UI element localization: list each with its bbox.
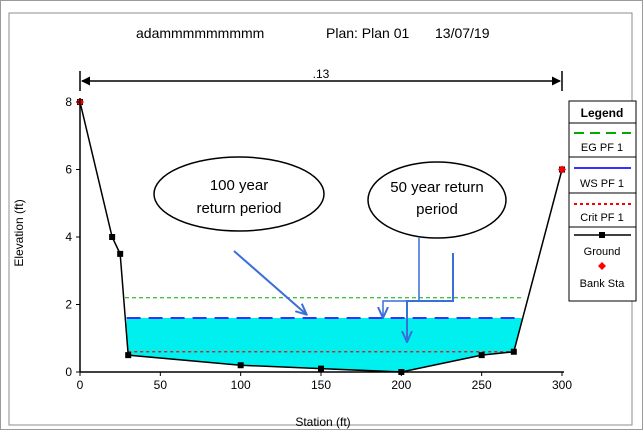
legend-eg-label: EG PF 1 bbox=[581, 142, 623, 154]
legend-title: Legend bbox=[581, 106, 624, 120]
annotation-50yr-arrow-b bbox=[407, 253, 454, 341]
annotation-100yr: 100 year return period bbox=[153, 156, 325, 232]
ground-point bbox=[478, 352, 485, 359]
ground-point bbox=[318, 365, 324, 372]
annotation-100yr-line2: return period bbox=[196, 200, 281, 217]
x-tick-label: 250 bbox=[472, 378, 492, 392]
legend-bank-marker bbox=[598, 262, 606, 270]
ground-line bbox=[79, 101, 563, 373]
y-tick-label: 8 bbox=[65, 95, 72, 109]
plan-title: Plan: Plan 01 bbox=[326, 25, 409, 41]
annotation-50yr: 50 year return period bbox=[367, 161, 507, 239]
legend-ground-marker bbox=[599, 232, 605, 238]
y-tick-label: 4 bbox=[65, 230, 72, 244]
water-surface-fill bbox=[126, 318, 522, 372]
project-title: adammmmmmmmm bbox=[136, 25, 264, 41]
y-axis-label: Elevation (ft) bbox=[12, 199, 26, 266]
ground-point bbox=[237, 362, 244, 369]
ground-point bbox=[109, 234, 116, 240]
x-tick-label: 150 bbox=[311, 378, 331, 392]
annotation-100yr-line1: 100 year bbox=[210, 177, 268, 194]
legend: Legend EG PF 1 WS PF 1 Crit PF 1 Ground … bbox=[568, 100, 637, 302]
annotation-50yr-arrow-a bbox=[383, 238, 420, 317]
annotation-100yr-arrow bbox=[233, 250, 306, 314]
annotation-50yr-line1: 50 year return bbox=[390, 179, 483, 196]
y-tick-label: 0 bbox=[65, 365, 72, 379]
legend-ground-label: Ground bbox=[584, 246, 621, 258]
bank-station-point bbox=[558, 165, 566, 174]
plan-date: 13/07/19 bbox=[435, 25, 490, 41]
x-tick-label: 200 bbox=[391, 378, 411, 392]
annotation-50yr-line2: period bbox=[416, 201, 458, 218]
x-tick-label: 0 bbox=[77, 378, 84, 392]
y-tick-label: 2 bbox=[65, 298, 72, 312]
legend-ws-label: WS PF 1 bbox=[580, 178, 624, 190]
x-tick-label: 100 bbox=[231, 378, 251, 392]
ground-point bbox=[117, 250, 124, 257]
legend-crit-label: Crit PF 1 bbox=[580, 212, 623, 224]
ground-point bbox=[125, 352, 132, 359]
ground-point bbox=[510, 348, 517, 355]
x-axis-label: Station (ft) bbox=[295, 415, 350, 429]
y-tick-label: 6 bbox=[65, 163, 72, 177]
x-tick-label: 300 bbox=[552, 378, 572, 392]
manning-n-label: .13 bbox=[313, 67, 330, 81]
x-tick-label: 50 bbox=[154, 378, 168, 392]
legend-bank-label: Bank Sta bbox=[580, 278, 626, 290]
